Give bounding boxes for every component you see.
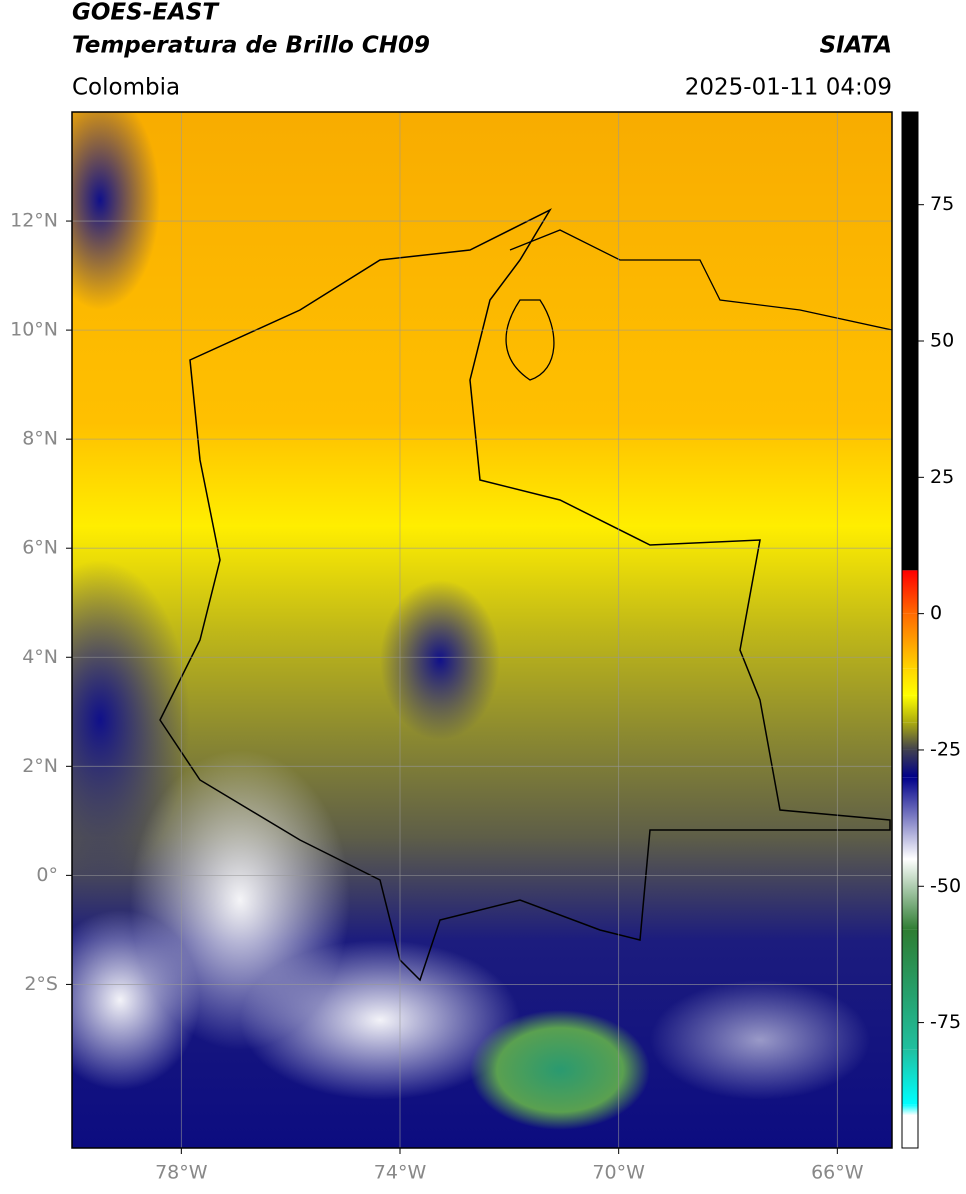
colorbar-tick-label: 75	[930, 193, 954, 215]
colorbar-segment	[902, 722, 918, 750]
source: SIATA	[820, 33, 892, 59]
colorbar-tick-label: -75	[930, 1011, 961, 1033]
y-tick-label: 6°N	[22, 537, 58, 559]
y-tick-label: 8°N	[22, 428, 58, 450]
y-tick-label: 12°N	[10, 210, 58, 232]
colorbar-tick-label: -50	[930, 875, 961, 897]
colorbar-segment	[902, 668, 918, 696]
map-frame	[71, 111, 893, 1149]
colorbar-tick-label: 50	[930, 330, 954, 352]
colorbar-segment	[902, 695, 918, 723]
colorbar-tick-label: 25	[930, 466, 954, 488]
y-tick-label: 10°N	[10, 319, 58, 341]
colorbar-frame	[901, 111, 919, 1149]
colorbar-tick-label: -25	[930, 738, 961, 760]
y-tick-label: 0°	[36, 864, 58, 886]
y-tick-label: 2°S	[24, 973, 58, 995]
colorbar-segment	[902, 570, 918, 571]
colorbar-segment	[902, 570, 918, 614]
colorbar-segment	[902, 749, 918, 778]
colorbar-segment	[902, 1104, 918, 1116]
colorbar-segment	[902, 613, 918, 669]
x-tick-label: 74°W	[374, 1162, 427, 1184]
colorbar-segment	[902, 112, 918, 571]
colorbar-segment	[902, 859, 918, 930]
datetime: 2025-01-11 04:09	[685, 75, 892, 101]
satellite-image	[72, 112, 892, 1148]
y-tick-label: 2°N	[22, 755, 58, 777]
y-tick-label: 4°N	[22, 646, 58, 668]
region: Colombia	[72, 75, 180, 101]
colorbar-segment	[902, 777, 918, 860]
colorbar-segment	[902, 1115, 918, 1148]
x-tick-label: 70°W	[592, 1162, 645, 1184]
x-tick-label: 66°W	[811, 1162, 864, 1184]
colorbar-segment	[902, 929, 918, 1050]
x-tick-label: 78°W	[155, 1162, 208, 1184]
title: GOES-EAST	[72, 0, 220, 26]
colorbar-segment	[902, 1049, 918, 1105]
colorbar-tick-label: 0	[930, 602, 942, 624]
subtitle: Temperatura de Brillo CH09	[72, 33, 430, 59]
